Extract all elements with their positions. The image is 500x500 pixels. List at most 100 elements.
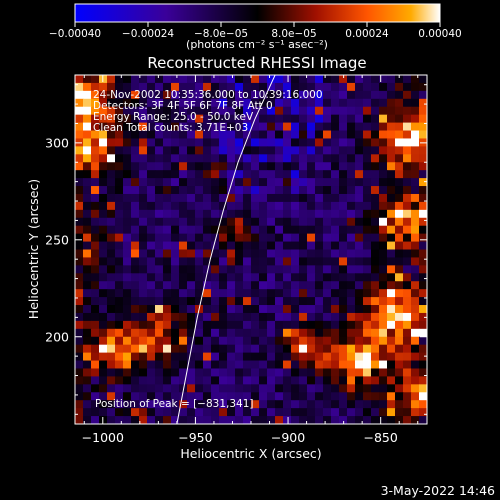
heatmap-cell — [419, 106, 427, 116]
heatmap-cell — [155, 98, 164, 108]
heatmap-cell — [363, 273, 372, 282]
heatmap-cell — [355, 368, 364, 377]
heatmap-cell — [219, 217, 228, 227]
heatmap-cell — [203, 352, 212, 362]
heatmap-cell — [243, 122, 252, 132]
heatmap-cell — [139, 233, 148, 243]
heatmap-cell — [363, 384, 372, 393]
heatmap-cell — [363, 297, 372, 306]
heatmap-cell — [331, 146, 340, 155]
heatmap-cell — [339, 146, 348, 155]
heatmap-cell — [323, 297, 332, 306]
heatmap-cell — [267, 400, 276, 409]
heatmap-cell — [155, 75, 164, 84]
heatmap-cell — [403, 312, 412, 322]
heatmap-cell — [99, 408, 108, 417]
heatmap-cell — [355, 201, 364, 211]
heatmap-cell — [115, 265, 124, 274]
heatmap-cell — [363, 312, 372, 322]
heatmap-cell — [227, 416, 236, 424]
heatmap-cell — [179, 249, 188, 258]
heatmap-cell — [291, 233, 300, 243]
heatmap-cell — [211, 312, 220, 322]
heatmap-cell — [371, 82, 380, 92]
heatmap-cell — [75, 416, 84, 424]
heatmap-cell — [139, 360, 148, 369]
heatmap-cell — [339, 344, 348, 354]
heatmap-cell — [355, 217, 364, 227]
heatmap-cell — [75, 305, 84, 314]
heatmap-cell — [403, 209, 412, 219]
heatmap-cell — [235, 273, 244, 282]
heatmap-cell — [123, 400, 132, 409]
heatmap-cell — [147, 297, 156, 306]
heatmap-cell — [323, 178, 332, 187]
heatmap-cell — [147, 305, 156, 314]
heatmap-cell — [235, 209, 244, 219]
heatmap-cell — [267, 162, 276, 171]
heatmap-cell — [91, 320, 100, 330]
heatmap-cell — [235, 122, 244, 132]
heatmap-cell — [171, 336, 180, 346]
heatmap-cell — [363, 98, 372, 108]
heatmap-cell — [203, 170, 212, 179]
heatmap-cell — [219, 305, 228, 314]
heatmap-cell — [379, 90, 388, 100]
heatmap-cell — [123, 114, 132, 124]
heatmap-cell — [355, 352, 364, 362]
heatmap-cell — [395, 249, 404, 258]
heatmap-cell — [307, 106, 316, 116]
heatmap-cell — [323, 352, 332, 362]
heatmap-cell — [267, 336, 276, 346]
heatmap-cell — [411, 344, 420, 354]
heatmap-cell — [315, 352, 324, 362]
heatmap-cell — [299, 225, 308, 235]
heatmap-cell — [363, 392, 372, 401]
heatmap-cell — [251, 249, 260, 258]
heatmap-cell — [275, 178, 284, 187]
heatmap-cell — [179, 273, 188, 282]
heatmap-cell — [147, 249, 156, 258]
heatmap-cell — [83, 209, 92, 219]
heatmap-cell — [267, 281, 276, 290]
heatmap-cell — [243, 265, 252, 274]
heatmap-cell — [243, 408, 252, 417]
heatmap-cell — [147, 344, 156, 354]
heatmap-cell — [315, 75, 324, 84]
heatmap-cell — [339, 106, 348, 116]
heatmap-cell — [331, 162, 340, 171]
heatmap-cell — [283, 178, 292, 187]
heatmap-cell — [275, 209, 284, 219]
heatmap-cell — [355, 241, 364, 250]
heatmap-cell — [379, 305, 388, 314]
heatmap-cell — [395, 297, 404, 306]
heatmap-cell — [139, 344, 148, 354]
heatmap-cell — [147, 170, 156, 179]
heatmap-cell — [379, 209, 388, 219]
heatmap-cell — [83, 201, 92, 211]
heatmap-cell — [147, 400, 156, 409]
heatmap-cell — [283, 416, 292, 424]
heatmap-cell — [275, 289, 284, 298]
heatmap-cell — [371, 138, 380, 147]
heatmap-cell — [251, 320, 260, 330]
heatmap-cell — [179, 416, 188, 424]
heatmap-cell — [131, 193, 140, 203]
heatmap-cell — [227, 312, 236, 322]
heatmap-cell — [419, 289, 427, 298]
heatmap-cell — [363, 249, 372, 258]
heatmap-cell — [379, 273, 388, 282]
heatmap-cell — [123, 75, 132, 84]
heatmap-cell — [371, 328, 380, 338]
heatmap-cell — [403, 154, 412, 163]
heatmap-cell — [131, 408, 140, 417]
heatmap-cell — [107, 138, 116, 147]
heatmap-cell — [371, 249, 380, 258]
heatmap-cell — [363, 400, 372, 409]
x-axis: −1000 −950 −900 −850 — [82, 75, 419, 445]
heatmap-cell — [99, 186, 108, 195]
heatmap-cell — [283, 154, 292, 163]
heatmap-cell — [403, 297, 412, 306]
heatmap-cell — [187, 225, 196, 235]
